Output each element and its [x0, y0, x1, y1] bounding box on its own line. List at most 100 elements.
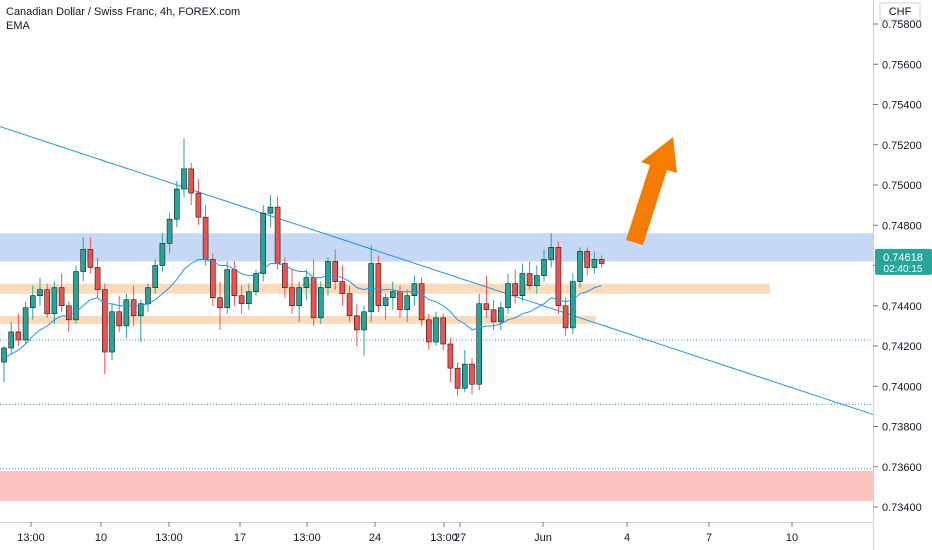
price-tick-label: 0.73600: [882, 462, 922, 474]
candle: [44, 283, 51, 318]
candle-body: [15, 331, 22, 341]
candle-body: [433, 317, 439, 343]
candle-body: [512, 283, 519, 296]
candle-body: [188, 168, 194, 194]
candle: [361, 305, 367, 357]
candle: [145, 283, 151, 312]
arrow-layer[interactable]: [626, 137, 677, 245]
price-tick-label: 0.75400: [882, 100, 922, 112]
zones-layer: [0, 233, 873, 501]
trendline-layer[interactable]: [0, 126, 874, 415]
candle: [73, 265, 79, 324]
currency-label: CHF: [889, 6, 912, 18]
candle-body: [497, 307, 504, 323]
candle-body: [375, 263, 382, 307]
candle: [94, 257, 101, 298]
candle: [87, 237, 94, 274]
candle-body: [130, 299, 137, 317]
candle: [80, 237, 86, 282]
time-tick-label: 10: [95, 532, 107, 544]
candle: [353, 303, 360, 346]
candle: [548, 233, 555, 268]
time-tick-label: 27: [454, 532, 466, 544]
candle-body: [58, 287, 65, 307]
candle: [152, 259, 158, 294]
bullish-arrow[interactable]: [626, 137, 677, 245]
candle-body: [404, 295, 411, 311]
candles-layer: [1, 138, 605, 397]
price-tick-label: 0.75200: [882, 140, 922, 152]
candle: [174, 180, 180, 228]
candle-body: [533, 275, 540, 286]
candle: [325, 257, 331, 296]
candle-body: [94, 267, 101, 290]
indicator-label[interactable]: EMA: [6, 20, 30, 32]
candle-body: [296, 287, 303, 307]
time-tick-label: Jun: [534, 532, 552, 544]
candle: [526, 261, 533, 290]
candle: [281, 257, 288, 298]
candle: [440, 313, 447, 351]
candle: [490, 299, 497, 330]
resistance-zone: [0, 233, 873, 262]
dotted-levels-layer: [0, 339, 873, 470]
candle: [267, 195, 274, 228]
candle: [260, 205, 267, 282]
candle-body: [548, 247, 555, 260]
candle: [58, 273, 65, 312]
candle-body: [591, 259, 598, 268]
time-tick-label: 17: [234, 532, 246, 544]
currency-box[interactable]: [879, 2, 921, 21]
candle-body: [440, 317, 447, 345]
candle: [332, 249, 339, 290]
price-tick-label: 0.75600: [882, 59, 922, 71]
price-tick-label: 0.74000: [882, 381, 922, 393]
candle-body: [476, 303, 483, 385]
candle-body: [382, 297, 389, 307]
candle: [339, 265, 346, 306]
trendline[interactable]: [0, 126, 874, 415]
candle-body: [253, 273, 259, 292]
candle-body: [22, 307, 29, 341]
candle-body: [231, 269, 238, 296]
candle: [497, 301, 504, 330]
price-tick-label: 0.75000: [882, 180, 922, 192]
candle-body: [541, 259, 547, 276]
candle: [454, 362, 461, 397]
candle-body: [346, 293, 353, 317]
candle-body: [267, 206, 274, 214]
support-zone-lower: [0, 315, 596, 324]
candle: [195, 178, 202, 226]
chart-title: Canadian Dollar / Swiss Franc, 4h, FOREX…: [6, 6, 241, 18]
candle-body: [562, 305, 569, 329]
candle: [159, 233, 166, 272]
candle: [447, 337, 454, 383]
candle: [404, 289, 411, 322]
countdown-timer: 02:40:15: [884, 264, 923, 275]
candle-body: [202, 216, 209, 260]
candle-body: [138, 303, 144, 317]
candle-body: [152, 265, 158, 288]
candle: [296, 281, 303, 322]
current-price-value: 0.74618: [883, 252, 923, 264]
candle-body: [238, 295, 245, 305]
candle: [253, 269, 259, 296]
candle: [598, 255, 605, 268]
price-axis[interactable]: 0.75800 0.75600 0.75400 0.75200 0.75000 0.748…: [873, 19, 922, 514]
candle-body: [411, 283, 418, 296]
candle: [22, 301, 29, 344]
candle-body: [73, 271, 79, 321]
candle-body: [80, 249, 86, 272]
candle-body: [29, 295, 36, 309]
candle: [418, 277, 425, 326]
candle-body: [174, 188, 180, 220]
candle-body: [217, 297, 223, 309]
candle-body: [418, 283, 425, 321]
candle: [274, 197, 281, 270]
candle-body: [37, 289, 43, 296]
candle-body: [109, 311, 115, 353]
candle-body: [44, 289, 51, 315]
price-tick-label: 0.74200: [882, 341, 922, 353]
